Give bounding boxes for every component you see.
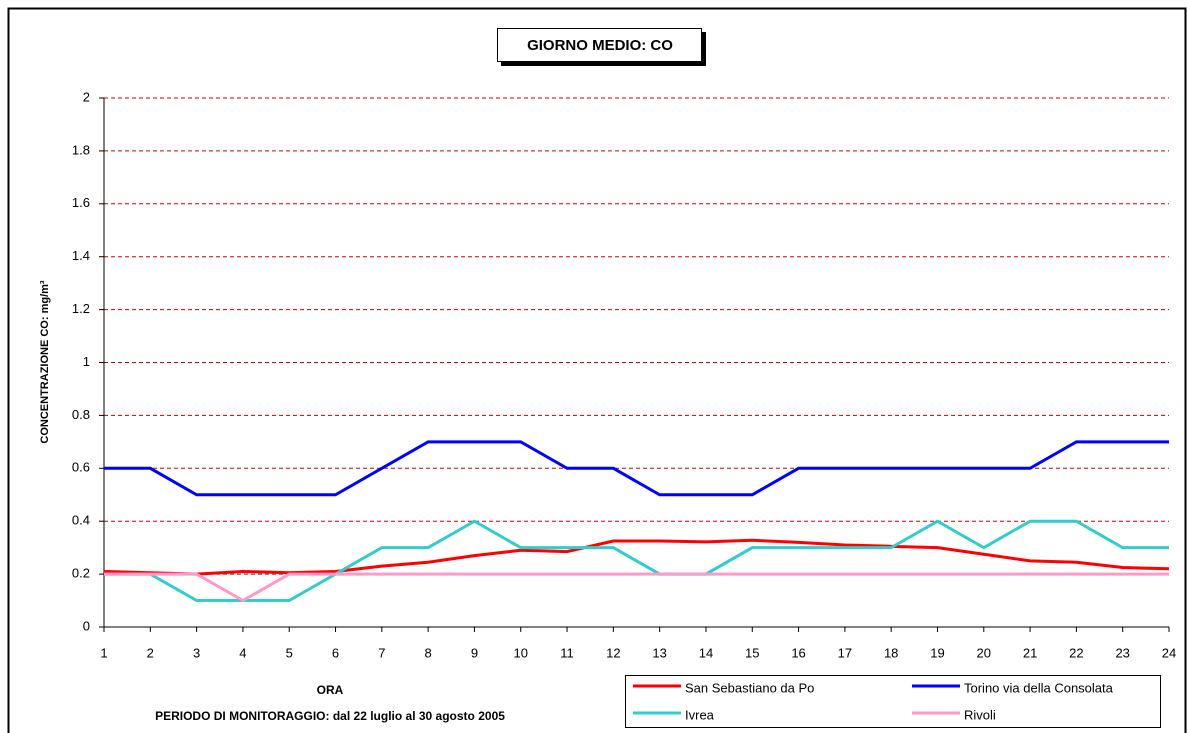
legend-label: San Sebastiano da Po [685, 680, 814, 695]
x-tick-label: 6 [332, 645, 339, 660]
x-tick-label: 8 [425, 645, 432, 660]
series-line [104, 572, 1169, 603]
legend-label: Ivrea [685, 707, 715, 722]
y-tick-label: 0.4 [72, 513, 90, 528]
x-tick-label: 15 [745, 645, 759, 660]
x-tick-label: 11 [560, 645, 574, 660]
x-tick-label: 3 [193, 645, 200, 660]
x-tick-label: 17 [838, 645, 852, 660]
x-tick-label: 21 [1023, 645, 1037, 660]
title-box [497, 28, 702, 62]
x-tick-label: 13 [652, 645, 666, 660]
x-tick-label: 16 [791, 645, 805, 660]
note: PERIODO DI MONITORAGGIO: dal 22 luglio a… [155, 709, 505, 723]
x-tick-label: 14 [699, 645, 713, 660]
chart-title: GIORNO MEDIO: CO [527, 37, 673, 54]
y-tick-label: 0.2 [72, 566, 90, 581]
x-tick-label: 2 [147, 645, 154, 660]
x-tick-label: 9 [471, 645, 478, 660]
series-line [104, 440, 1169, 497]
y-tick-label: 1.2 [72, 301, 90, 316]
series-line [104, 519, 1169, 603]
y-tick-label: 2 [83, 89, 90, 104]
x-tick-label: 22 [1069, 645, 1083, 660]
y-tick-label: 0.8 [72, 407, 90, 422]
x-tick-label: 20 [977, 645, 991, 660]
legend-label: Rivoli [964, 707, 996, 722]
x-tick-label: 5 [286, 645, 293, 660]
series-line [103, 538, 1170, 576]
x-axis-label: ORA [317, 683, 344, 697]
y-axis-label: CONCENTRAZIONE CO: mg/m³ [39, 280, 51, 444]
x-tick-label: 4 [239, 645, 246, 660]
x-tick-label: 7 [378, 645, 385, 660]
legend-box [625, 675, 1161, 728]
x-tick-label: 23 [1115, 645, 1129, 660]
x-tick-label: 18 [884, 645, 898, 660]
y-tick-label: 1 [83, 354, 90, 369]
legend-label: Torino via della Consolata [964, 680, 1114, 695]
x-tick-label: 1 [100, 645, 107, 660]
y-tick-label: 1.4 [72, 248, 90, 263]
x-tick-label: 10 [514, 645, 528, 660]
y-tick-label: 0.6 [72, 460, 90, 475]
x-tick-label: 12 [606, 645, 620, 660]
y-tick-label: 1.6 [72, 195, 90, 210]
chart-border [7, 7, 1187, 733]
x-tick-label: 24 [1162, 645, 1176, 660]
y-tick-label: 0 [83, 618, 90, 633]
x-tick-label: 19 [930, 645, 944, 660]
y-tick-label: 1.8 [72, 142, 90, 157]
